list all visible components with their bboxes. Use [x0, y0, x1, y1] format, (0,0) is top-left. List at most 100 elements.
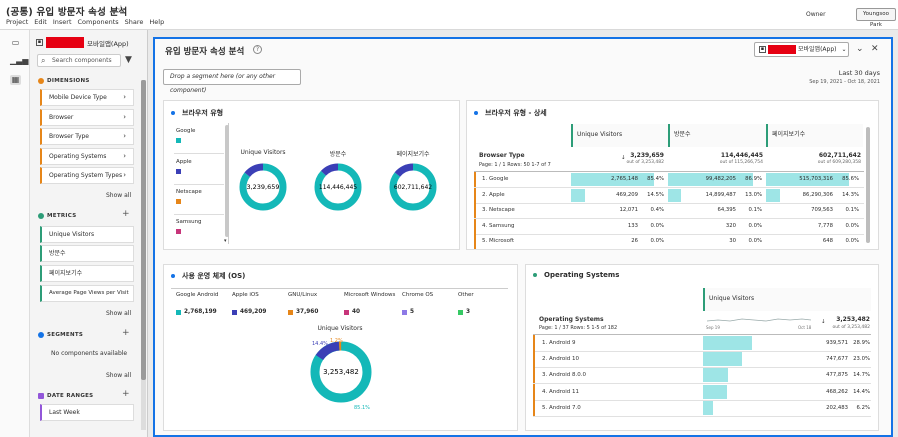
project-title[interactable]: (공통) 유입 방문자 속성 분석	[6, 7, 128, 18]
add-metric-icon[interactable]: +	[122, 209, 130, 219]
sort-desc-icon[interactable]: ↓	[621, 155, 626, 161]
segment-drop-zone[interactable]: Drop a segment here (or any other compon…	[163, 69, 301, 94]
report-suite-header[interactable]: ▪ 모바일앱(App)	[36, 37, 129, 48]
table-row-label[interactable]: 1. Android 9	[542, 340, 576, 346]
cell-value[interactable]: 14,899,487	[705, 191, 736, 198]
os-legend-value[interactable]: 5	[402, 309, 414, 315]
cell-value[interactable]: 648	[822, 238, 833, 244]
os-legend-label[interactable]: GNU/Linux	[288, 292, 318, 298]
cell-value[interactable]: 64,395	[717, 207, 736, 213]
date-range[interactable]: Last 30 days Sep 19, 2021 - Oct 18, 2021	[780, 69, 880, 85]
menu-share[interactable]: Share	[124, 18, 144, 26]
cell-value[interactable]: 515,703,316	[799, 176, 833, 182]
cell-value[interactable]: 12,071	[619, 207, 638, 213]
metrics-show-all[interactable]: Show all	[106, 310, 132, 317]
dimensions-show-all[interactable]: Show all	[106, 192, 132, 199]
cell-value[interactable]: 133	[627, 222, 638, 229]
date-range-item[interactable]: Last Week	[40, 404, 134, 421]
dimension-item[interactable]: Mobile Device Type ›	[40, 89, 134, 106]
table-row-label[interactable]: 5. Android 7.0	[542, 404, 581, 411]
metric-column-header[interactable]: Unique Visitors	[571, 124, 668, 147]
segments-header[interactable]: SEGMENTS	[38, 332, 83, 338]
collapse-icon[interactable]: ⌄	[856, 44, 864, 54]
donut-chart-unique-visitors[interactable]: 3,239,659	[238, 162, 288, 212]
date-ranges-header[interactable]: DATE RANGES	[38, 393, 93, 399]
donut-chart-pageviews[interactable]: 602,711,642	[388, 162, 438, 212]
os-table-title[interactable]: Operating Systems	[533, 271, 619, 279]
table-row-label[interactable]: 4. Samsung	[482, 222, 515, 229]
panel-icon[interactable]: ▭	[11, 38, 20, 47]
table-row-label[interactable]: 5. Microsoft	[482, 238, 515, 244]
os-donut-chart[interactable]: 3,253,482 14.4% 1.2% 85.1%	[298, 334, 384, 414]
cell-value[interactable]: 86,290,306	[802, 191, 833, 198]
menu-insert[interactable]: Insert	[52, 18, 72, 26]
metric-item[interactable]: 페이지보기수	[40, 265, 134, 282]
cell-value[interactable]: 468,262	[826, 388, 848, 395]
cell-value[interactable]: 709,563	[811, 207, 833, 213]
sort-desc-icon[interactable]: ↓	[821, 319, 826, 325]
menu-project[interactable]: Project	[6, 18, 29, 26]
add-date-range-icon[interactable]: +	[122, 389, 130, 399]
table-row-label[interactable]: 1. Google	[482, 176, 509, 182]
legend-item[interactable]: Samsung	[176, 219, 202, 234]
add-segment-icon[interactable]: +	[122, 328, 130, 338]
cell-value[interactable]: 320	[725, 222, 736, 229]
os-legend-value[interactable]: 3	[458, 309, 470, 315]
os-viz-title[interactable]: 사용 운영 체제 (OS)	[171, 271, 245, 281]
info-icon[interactable]: ?	[253, 45, 262, 54]
table-row-label[interactable]: 4. Android 11	[542, 388, 580, 395]
dimension-header[interactable]: Operating Systems	[539, 316, 604, 323]
table-row-label[interactable]: 2. Apple	[482, 191, 505, 198]
legend-item[interactable]: Netscape	[176, 189, 202, 204]
report-suite-selector[interactable]: ▪ 모바일앱(App) ⌄	[754, 42, 849, 57]
panel-title[interactable]: 유입 방문자 속성 분석	[165, 47, 245, 57]
filter-icon[interactable]: ▼	[125, 55, 132, 65]
metric-item[interactable]: Average Page Views per Visit	[40, 285, 134, 302]
owner-button[interactable]: Youngsoo Park	[856, 8, 896, 28]
table-pagination[interactable]: Page: 1 / 37 Rows: 5 1-5 of 182	[539, 325, 618, 331]
components-icon[interactable]: ▦	[10, 75, 21, 85]
os-legend-value[interactable]: 37,960	[288, 309, 318, 315]
cell-value[interactable]: 99,482,205	[705, 176, 736, 182]
table-pagination[interactable]: Page: 1 / 1 Rows: 50 1-7 of 7	[479, 162, 551, 168]
metrics-header[interactable]: METRICS	[38, 213, 76, 219]
cell-value[interactable]: 30	[729, 238, 736, 244]
os-legend-label[interactable]: Other	[458, 292, 474, 298]
legend-item[interactable]: Google	[176, 128, 195, 143]
close-icon[interactable]: ✕	[871, 44, 879, 54]
cell-value[interactable]: 469,209	[616, 191, 638, 198]
menu-edit[interactable]: Edit	[34, 18, 47, 26]
metric-item[interactable]: 방문수	[40, 245, 134, 262]
donut-chart-visits[interactable]: 114,446,445	[313, 162, 363, 212]
os-legend-label[interactable]: Microsoft Windows	[344, 292, 396, 298]
cell-value[interactable]: 26	[631, 238, 638, 244]
dimensions-header[interactable]: DIMENSIONS	[38, 78, 90, 84]
chart-icon[interactable]: ▁▃▅	[10, 56, 29, 65]
metric-column-header[interactable]: Unique Visitors	[703, 288, 871, 311]
legend-scrollbar[interactable]	[225, 125, 229, 237]
favorite-star-icon[interactable]: ☆	[116, 3, 126, 16]
cell-value[interactable]: 747,677	[826, 356, 848, 363]
dimension-item[interactable]: Browser Type ›	[40, 128, 134, 145]
browser-type-table-title[interactable]: 브라우저 유형 - 상세	[474, 108, 547, 118]
dimension-header[interactable]: Browser Type	[479, 152, 525, 159]
component-search-input[interactable]: ⌕ Search components	[37, 54, 121, 67]
cell-value[interactable]: 939,571	[826, 340, 848, 346]
table-row-label[interactable]: 3. Android 8.0.0	[542, 372, 587, 379]
scroll-down-icon[interactable]: ▾	[224, 238, 227, 244]
cell-value[interactable]: 477,875	[826, 372, 848, 379]
metric-column-header[interactable]: 페이지보기수	[766, 124, 863, 147]
panel-scrollbar-thumb[interactable]	[141, 80, 146, 380]
table-scrollbar[interactable]	[866, 127, 870, 243]
os-legend-label[interactable]: Chrome OS	[402, 292, 434, 298]
cell-value[interactable]: 202,483	[826, 404, 848, 411]
dimension-item[interactable]: Browser ›	[40, 109, 134, 126]
cell-value[interactable]: 2,765,148	[611, 176, 638, 182]
os-legend-label[interactable]: Google Android	[176, 292, 219, 298]
dimension-item[interactable]: Operating System Types ›	[40, 167, 134, 184]
os-legend-value[interactable]: 469,209	[232, 309, 266, 315]
segments-show-all[interactable]: Show all	[106, 372, 132, 379]
legend-item[interactable]: Apple	[176, 159, 192, 174]
metric-item[interactable]: Unique Visitors	[40, 226, 134, 243]
table-row-label[interactable]: 3. Netscape	[482, 207, 515, 213]
